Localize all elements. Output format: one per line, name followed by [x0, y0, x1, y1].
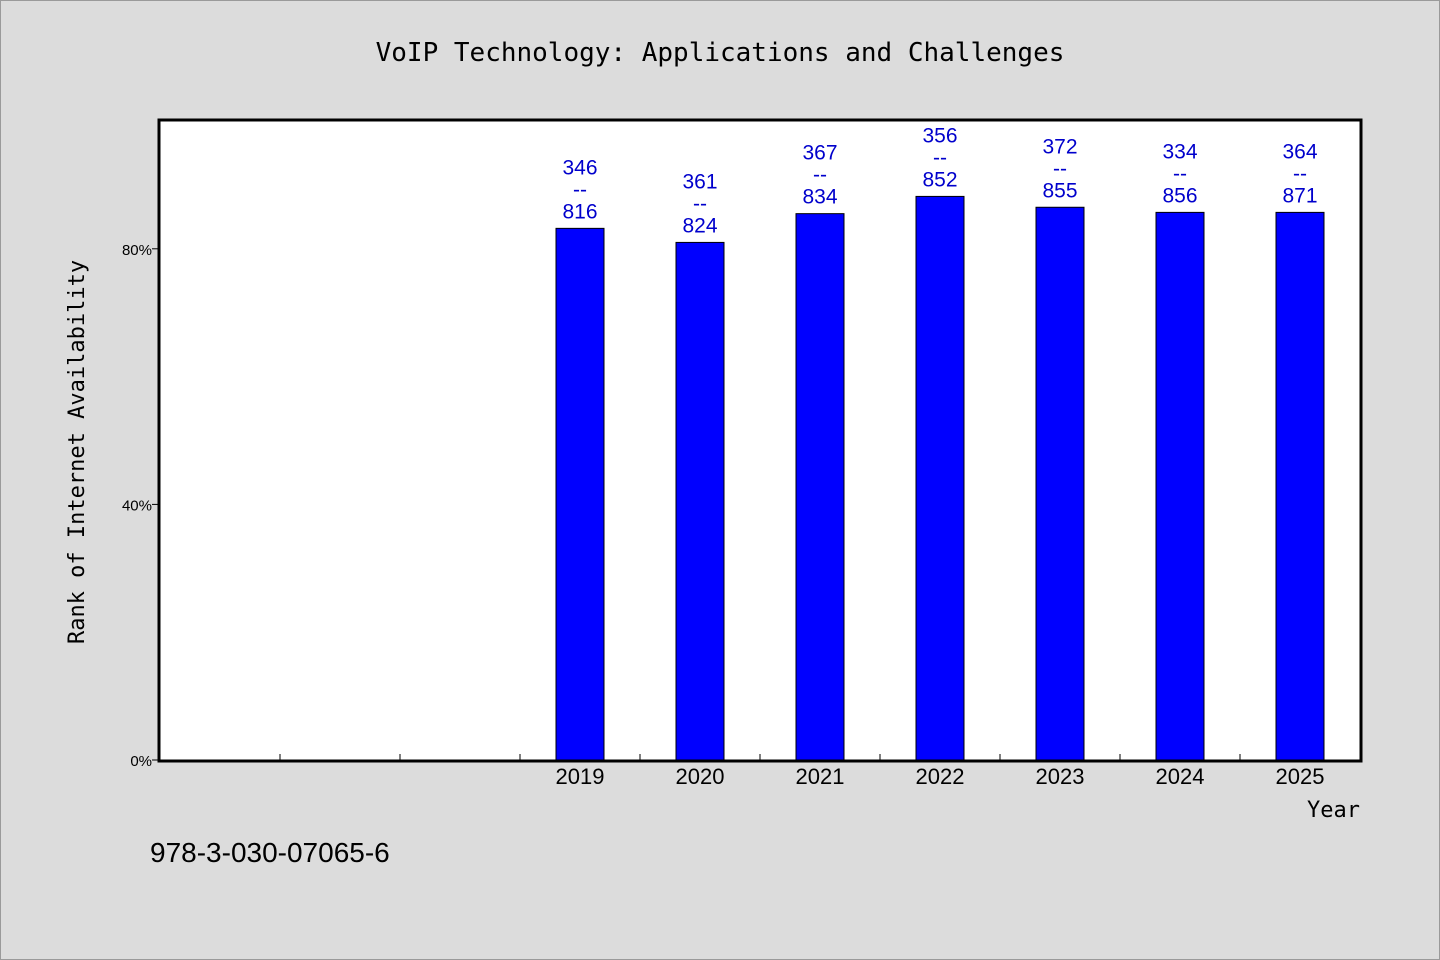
isbn-text: 978-3-030-07065-6: [150, 837, 390, 868]
bar-label-2020: 361: [682, 170, 717, 193]
bar-2025: [1275, 211, 1325, 761]
bar-label-2025: 364: [1282, 140, 1317, 163]
bar-label-2024: 856: [1162, 184, 1197, 207]
bar-label-2021: 834: [802, 186, 837, 209]
bar-2021: [795, 213, 845, 761]
x-axis-label: Year: [1307, 798, 1360, 823]
bar-label-2022: 852: [922, 168, 957, 191]
bar-label-2022: 356: [922, 124, 957, 147]
bar-label-2023: 855: [1042, 179, 1077, 202]
bar-label-2019: --: [573, 178, 587, 201]
bar-label-2025: --: [1293, 162, 1307, 185]
bar-label-2020: --: [693, 192, 707, 215]
bar-labels-group: 346--816361--824367--834356--852372--855…: [562, 124, 1317, 237]
bar-label-2021: --: [813, 164, 827, 187]
x-tick-label: 2024: [1156, 764, 1205, 789]
bar-label-2019: 816: [562, 200, 597, 223]
bar-label-2024: 334: [1162, 140, 1197, 163]
bar-label-2020: 824: [682, 214, 717, 237]
y-axis: 0% 40% 80%: [122, 242, 160, 770]
x-tick-label: 2023: [1036, 764, 1085, 789]
bar-2022: [915, 195, 965, 761]
bar-label-2023: 372: [1042, 135, 1077, 158]
bar-label-2024: --: [1173, 162, 1187, 185]
y-tick-label: 0%: [130, 753, 152, 770]
bar-2023: [1035, 206, 1085, 761]
bar-label-2021: 367: [802, 142, 837, 165]
y-axis-label: Rank of Internet Availability: [65, 260, 90, 644]
bar-label-2019: 346: [562, 156, 597, 179]
x-tick-label: 2022: [916, 764, 965, 789]
bar-2019: [555, 227, 605, 761]
x-tick-label: 2025: [1276, 764, 1325, 789]
bar-2020: [675, 241, 725, 761]
x-axis: 2019 2020 2021 2022 2023 2024 2025: [279, 754, 1325, 789]
bar-label-2022: --: [933, 146, 947, 169]
plot-border: [157, 118, 1363, 763]
x-tick-label: 2019: [556, 764, 605, 789]
bar-label-2025: 871: [1282, 184, 1317, 207]
bars-group: [555, 195, 1325, 761]
x-tick-label: 2021: [796, 764, 845, 789]
y-tick-label: 80%: [122, 242, 152, 259]
x-tick-label: 2020: [676, 764, 725, 789]
bar-2024: [1155, 211, 1205, 761]
y-tick-label: 40%: [122, 497, 152, 514]
chart-title: VoIP Technology: Applications and Challe…: [376, 38, 1065, 68]
bar-label-2023: --: [1053, 157, 1067, 180]
